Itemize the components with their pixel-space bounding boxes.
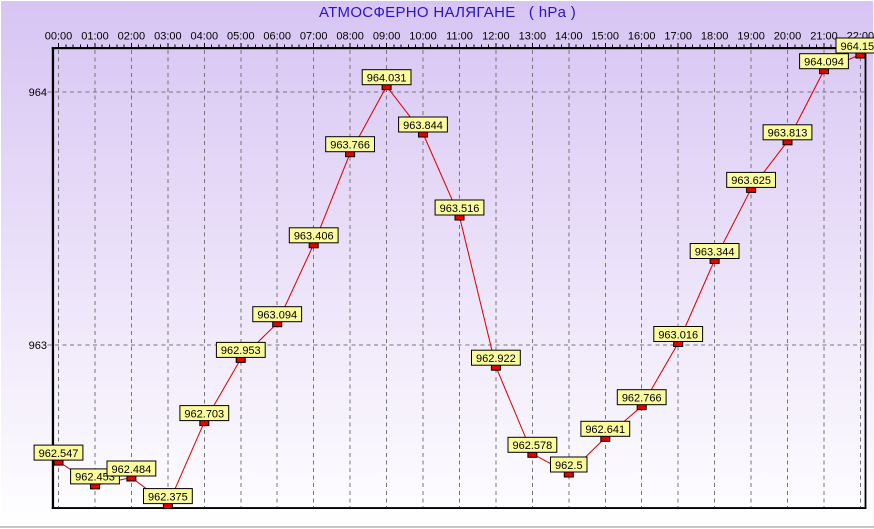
svg-text:14:00: 14:00 [555, 31, 583, 43]
svg-text:06:00: 06:00 [263, 31, 291, 43]
svg-text:15:00: 15:00 [591, 31, 619, 43]
svg-text:964.156: 964.156 [841, 41, 874, 53]
svg-text:13:00: 13:00 [519, 31, 547, 43]
svg-text:962.922: 962.922 [476, 353, 516, 365]
svg-text:964.094: 964.094 [804, 57, 844, 69]
svg-text:08:00: 08:00 [336, 31, 364, 43]
svg-text:962.5: 962.5 [555, 460, 583, 472]
svg-text:АТМОСФЕРНО НАЛЯГАНЕ ( hPa ): АТМОСФЕРНО НАЛЯГАНЕ ( hPa ) [319, 4, 576, 21]
svg-text:962.703: 962.703 [184, 408, 224, 420]
svg-text:963.094: 963.094 [257, 310, 297, 322]
svg-text:05:00: 05:00 [227, 31, 255, 43]
svg-text:962.953: 962.953 [221, 345, 261, 357]
svg-text:12:00: 12:00 [482, 31, 510, 43]
svg-text:02:00: 02:00 [118, 31, 146, 43]
svg-text:963.406: 963.406 [294, 231, 334, 243]
svg-text:17:00: 17:00 [664, 31, 692, 43]
svg-text:963.844: 963.844 [403, 120, 443, 132]
svg-text:01:00: 01:00 [81, 31, 109, 43]
svg-text:16:00: 16:00 [628, 31, 656, 43]
svg-text:04:00: 04:00 [191, 31, 219, 43]
svg-text:21:00: 21:00 [810, 31, 838, 43]
svg-text:963.625: 963.625 [731, 175, 771, 187]
svg-text:963.516: 963.516 [440, 203, 480, 215]
svg-text:963: 963 [29, 340, 47, 352]
svg-text:00:00: 00:00 [45, 31, 73, 43]
svg-text:963.344: 963.344 [695, 246, 735, 258]
svg-text:19:00: 19:00 [737, 31, 765, 43]
svg-text:962.547: 962.547 [39, 448, 79, 460]
svg-text:962.766: 962.766 [622, 393, 662, 405]
svg-text:962.375: 962.375 [148, 491, 188, 503]
svg-text:07:00: 07:00 [300, 31, 328, 43]
svg-text:03:00: 03:00 [154, 31, 182, 43]
svg-text:11:00: 11:00 [446, 31, 473, 43]
svg-text:963.813: 963.813 [768, 128, 808, 140]
svg-text:09:00: 09:00 [373, 31, 401, 43]
svg-text:963.016: 963.016 [658, 329, 698, 341]
svg-text:10:00: 10:00 [409, 31, 437, 43]
svg-text:18:00: 18:00 [701, 31, 729, 43]
svg-text:963.766: 963.766 [330, 140, 370, 152]
svg-text:962.641: 962.641 [585, 424, 625, 436]
svg-text:964: 964 [29, 87, 47, 99]
svg-text:964.031: 964.031 [367, 73, 407, 85]
svg-text:20:00: 20:00 [774, 31, 802, 43]
svg-text:962.453: 962.453 [75, 472, 115, 484]
svg-text:962.578: 962.578 [513, 440, 553, 452]
svg-text:962.484: 962.484 [112, 464, 152, 476]
